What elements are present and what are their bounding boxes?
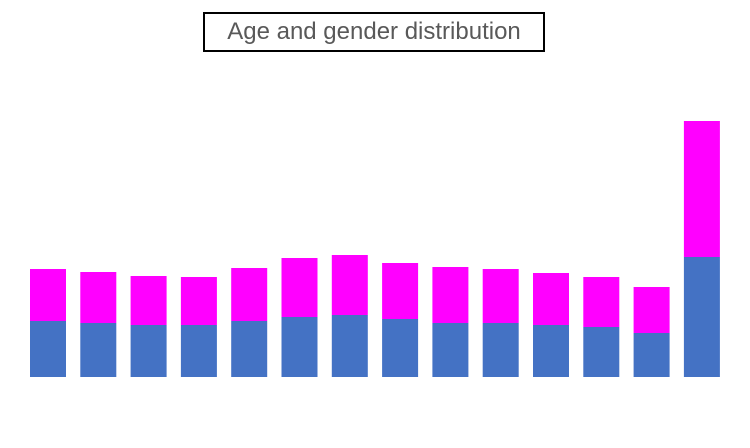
bar-series1-9 [432,323,469,377]
bar-series1-14 [683,257,720,377]
bar-series2-14 [683,121,720,257]
bar-series2-8 [382,263,419,319]
bar-series1-13 [633,333,670,377]
bar-series2-13 [633,287,670,333]
bar-series1-4 [180,325,217,377]
bar-series1-11 [533,325,569,377]
bar-series1-3 [130,325,167,377]
bar-series2-11 [533,273,569,325]
bar-series1-7 [331,315,368,377]
bar-series1-12 [583,327,620,377]
bar-series1-2 [80,323,117,377]
bar-series2-9 [432,267,469,323]
bar-series1-10 [482,323,519,377]
bar-series1-5 [231,321,268,377]
bar-series1-8 [382,319,419,377]
bar-series2-5 [231,268,268,321]
bar-series2-7 [331,255,368,315]
bar-series2-10 [482,269,519,323]
bar-series2-6 [281,258,318,317]
bar-series1-6 [281,317,318,377]
chart-title: Age and gender distribution [203,12,545,52]
bar-series2-3 [130,276,167,325]
bar-series2-12 [583,277,620,327]
bar-series2-4 [180,277,217,325]
bar-series2-2 [80,272,117,323]
bar-series1-1 [30,321,66,377]
bar-series2-1 [30,269,66,321]
